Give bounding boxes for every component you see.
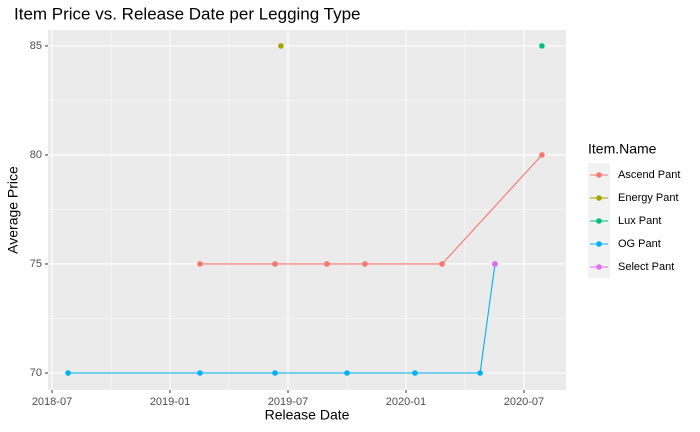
x-axis-label: Release Date bbox=[265, 407, 350, 423]
data-point bbox=[492, 261, 498, 267]
chart-title: Item Price vs. Release Date per Legging … bbox=[14, 4, 360, 23]
data-point bbox=[197, 261, 203, 267]
legend-label: Lux Pant bbox=[618, 215, 661, 227]
legend-label: Ascend Pant bbox=[618, 169, 680, 181]
y-tick-label: 80 bbox=[30, 149, 42, 161]
data-point bbox=[272, 261, 278, 267]
y-tick-label: 85 bbox=[30, 40, 42, 52]
data-point bbox=[477, 370, 483, 376]
x-tick-label: 2019-07 bbox=[268, 396, 308, 408]
series-line bbox=[199, 154, 543, 265]
data-point bbox=[324, 261, 330, 267]
legend-title: Item.Name bbox=[588, 141, 657, 157]
data-point bbox=[362, 261, 368, 267]
legend-label: Select Pant bbox=[618, 261, 674, 273]
data-point bbox=[439, 261, 445, 267]
x-tick-label: 2020-07 bbox=[504, 396, 544, 408]
legend-key-point bbox=[596, 218, 602, 224]
data-point bbox=[278, 43, 284, 49]
legend-key-point bbox=[596, 172, 602, 178]
data-point bbox=[539, 152, 545, 158]
data-point bbox=[65, 370, 71, 376]
y-tick-label: 70 bbox=[30, 367, 42, 379]
y-tick-label: 75 bbox=[30, 258, 42, 270]
data-point bbox=[344, 370, 350, 376]
legend-label: Energy Pant bbox=[618, 192, 679, 204]
legend-key-point bbox=[596, 264, 602, 270]
data-point bbox=[272, 370, 278, 376]
x-tick-label: 2020-01 bbox=[386, 396, 426, 408]
data-point bbox=[412, 370, 418, 376]
data-point bbox=[539, 43, 545, 49]
plot-background bbox=[48, 30, 566, 390]
legend-key-point bbox=[596, 195, 602, 201]
y-axis-label: Average Price bbox=[5, 166, 21, 254]
legend-key-point bbox=[596, 241, 602, 247]
data-point bbox=[197, 370, 203, 376]
legend-label: OG Pant bbox=[618, 238, 661, 250]
x-tick-label: 2018-07 bbox=[32, 396, 72, 408]
x-tick-label: 2019-01 bbox=[150, 396, 190, 408]
